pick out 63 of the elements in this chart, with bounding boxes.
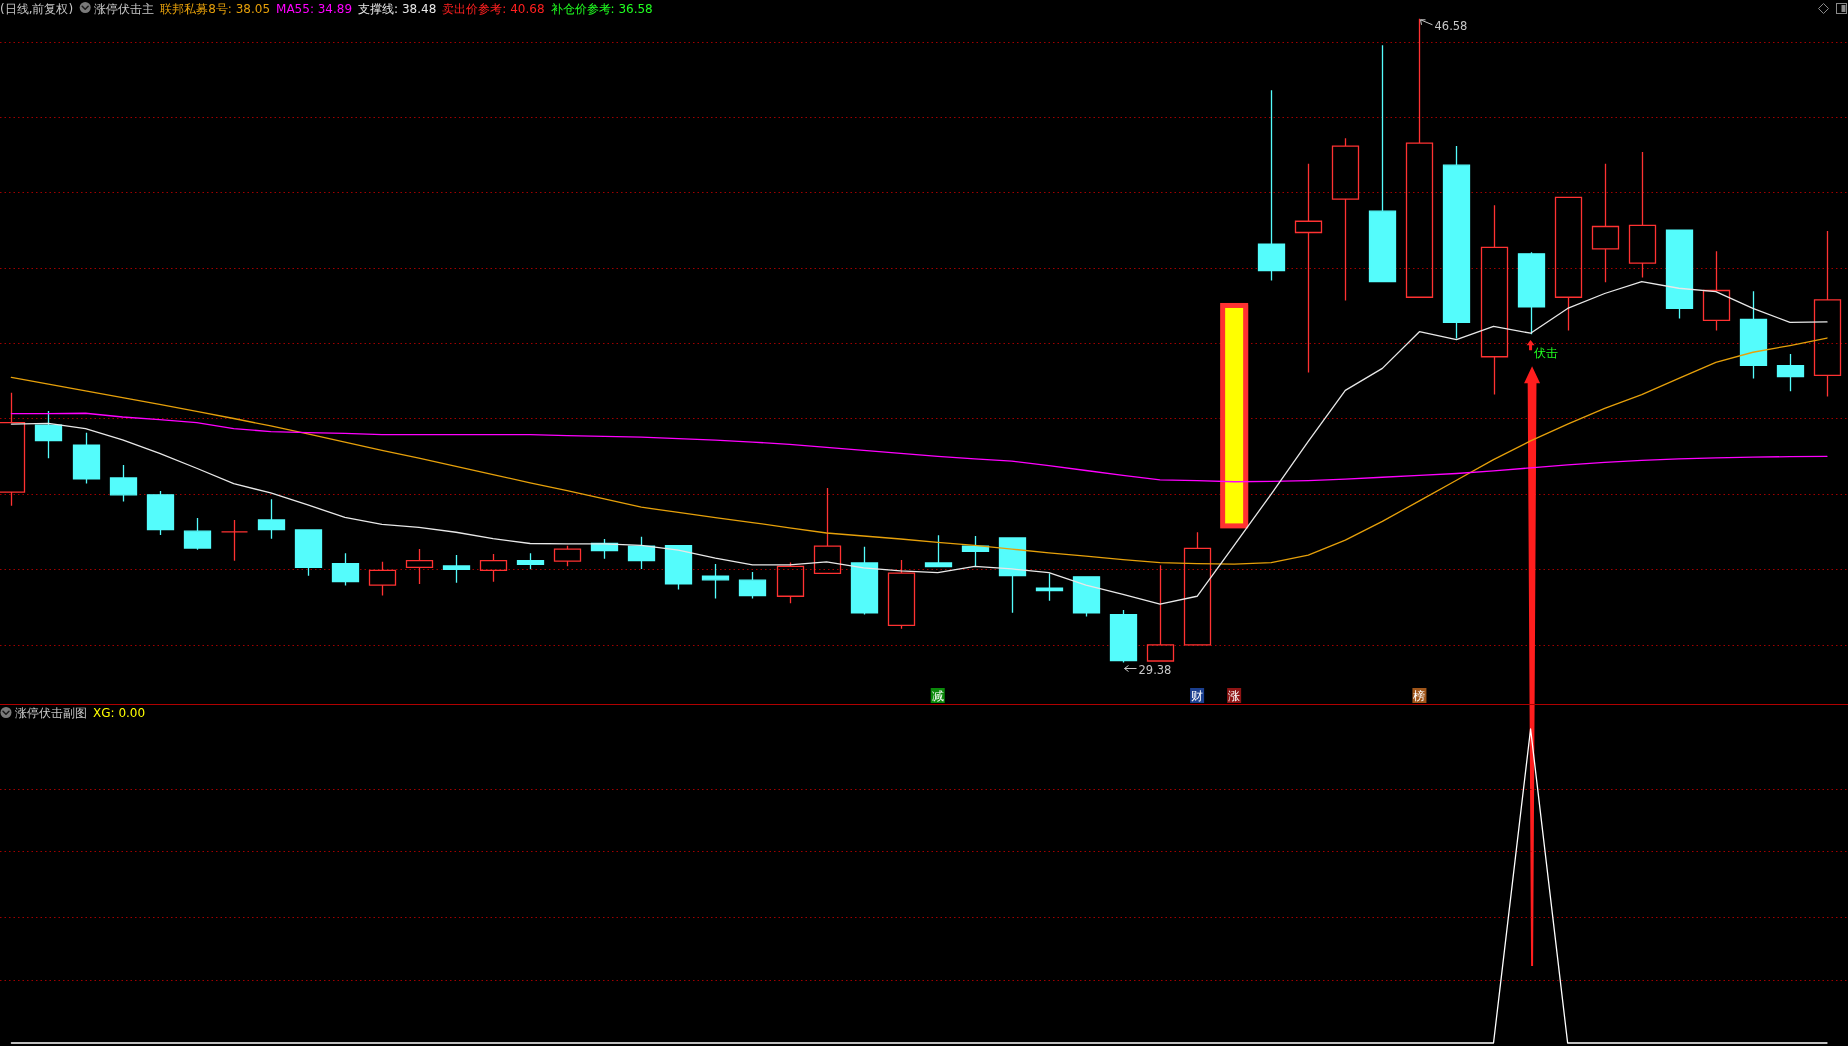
annotation: 29.38 xyxy=(1138,662,1172,677)
candlestick xyxy=(998,537,1027,614)
candlestick xyxy=(479,553,508,583)
candlestick xyxy=(1294,162,1323,374)
candlestick xyxy=(220,519,249,562)
candlestick xyxy=(1591,162,1620,283)
candlestick xyxy=(516,552,545,570)
candlestick xyxy=(1702,250,1731,332)
candlestick xyxy=(1405,18,1434,298)
candlestick xyxy=(850,546,879,616)
annotation: 伏击 xyxy=(1533,346,1558,361)
candlestick xyxy=(887,559,916,630)
x-tick-label: 财 xyxy=(1191,689,1204,703)
candlestick xyxy=(34,410,63,459)
candlestick xyxy=(1776,353,1805,392)
candlestick xyxy=(72,432,101,485)
candlestick xyxy=(627,536,656,570)
text: MA55: 34.89 xyxy=(276,2,353,16)
candlestick xyxy=(738,571,767,600)
candlestick xyxy=(1813,230,1842,398)
candlestick xyxy=(1331,137,1360,302)
x-tick-label: 榜 xyxy=(1413,689,1426,703)
candlestick xyxy=(1257,89,1286,282)
x-tick-label: 减 xyxy=(931,689,944,703)
chart-title: (日线,前复权) xyxy=(0,2,74,16)
candlestick xyxy=(368,561,397,597)
text: 补仓价参考: 36.58 xyxy=(550,2,653,16)
candlestick xyxy=(1554,196,1583,332)
candlestick xyxy=(331,552,360,587)
x-tick-label: 涨 xyxy=(1228,689,1241,703)
candlestick xyxy=(1628,151,1657,279)
candlestick xyxy=(776,561,805,605)
candlestick xyxy=(1035,572,1064,602)
candlestick xyxy=(1517,251,1546,335)
candlestick xyxy=(1480,204,1509,396)
candlestick xyxy=(1665,229,1694,320)
candlestick xyxy=(1739,290,1768,380)
candlestick xyxy=(553,545,582,567)
chart-subtitle: 涨停伏击主 xyxy=(94,2,155,16)
text: 支撑线: 38.48 xyxy=(358,2,437,16)
candlestick xyxy=(183,517,212,551)
candlestick xyxy=(405,548,434,585)
candlestick xyxy=(664,545,693,591)
candlestick xyxy=(257,498,286,540)
text: 联邦私募8号: 38.05 xyxy=(160,2,271,16)
candlestick xyxy=(294,529,323,577)
candlestick xyxy=(1442,145,1471,340)
candlestick xyxy=(442,554,471,584)
text: XG: 0.00 xyxy=(93,706,146,720)
candlestick xyxy=(1146,564,1175,662)
text: 卖出价参考: 40.68 xyxy=(442,2,545,16)
candlestick xyxy=(1368,44,1397,283)
candlestick xyxy=(1072,576,1101,618)
candlestick xyxy=(701,563,730,600)
candlestick xyxy=(146,490,175,536)
candlestick xyxy=(961,535,990,567)
chart-subtitle: 涨停伏击副图 xyxy=(15,706,87,720)
candlestick xyxy=(924,534,953,568)
annotation: 46.58 xyxy=(1434,18,1468,33)
candlestick xyxy=(1109,609,1138,664)
candlestick xyxy=(1183,531,1212,646)
candlestick xyxy=(813,487,842,575)
candlestick xyxy=(109,464,138,503)
